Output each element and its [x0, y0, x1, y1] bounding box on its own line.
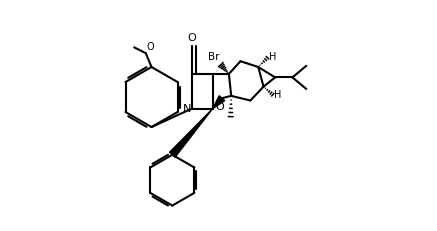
- Text: Br: Br: [208, 52, 220, 62]
- Text: O: O: [187, 33, 196, 43]
- Polygon shape: [170, 109, 213, 157]
- Text: H: H: [274, 90, 281, 100]
- Polygon shape: [213, 96, 225, 109]
- Text: N: N: [183, 103, 191, 114]
- Text: O: O: [147, 42, 155, 52]
- Text: O: O: [215, 102, 224, 112]
- Text: H: H: [269, 52, 276, 62]
